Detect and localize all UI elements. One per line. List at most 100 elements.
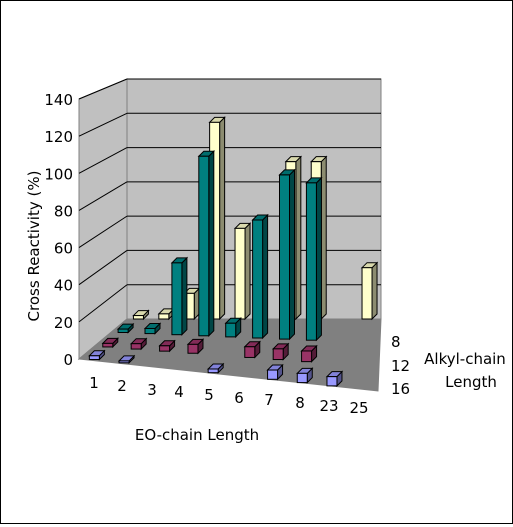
bar-front [88,355,100,360]
bar-side [219,116,226,321]
y-tick-label: 80 [54,202,73,220]
bar-front [225,322,237,338]
bar [129,337,148,351]
bar [132,309,150,321]
bars [88,116,379,388]
bar [266,363,284,381]
bar [197,150,216,338]
bar-side [208,150,215,338]
bar-front [361,267,373,320]
y-tick-label: 0 [63,351,73,369]
x-tick-label: 7 [264,391,274,409]
bar [296,367,314,384]
bar-front [144,327,156,335]
bar [271,342,290,361]
y-tick-label: 60 [54,240,73,258]
bar [208,116,226,321]
y-tick-label: 20 [54,314,73,332]
alkyl-tick-label: 8 [391,333,401,351]
gridline-side [78,250,128,286]
alkyl-tick-label: 16 [391,380,410,398]
bar [101,337,119,349]
x-tick-label: 1 [89,374,99,392]
gridline-side [78,215,128,248]
bar-side [262,213,269,340]
bar [206,362,225,374]
bar-front [117,328,129,333]
bar-front [187,343,199,354]
x-tick-label: 25 [349,399,368,417]
x-axis-label: EO-chain Length [135,426,259,444]
gridline-side [78,112,128,137]
bar-front [159,345,171,352]
bar [116,322,135,334]
y-tick-label: 120 [44,128,73,146]
bar-side [315,176,322,342]
x-tick-label: 5 [204,386,214,404]
bar-side [244,222,251,321]
bar-side [371,261,378,321]
x-tick-label: 3 [147,381,157,399]
bar-side [295,155,302,321]
bar-front [252,219,264,339]
x-tick-label: 2 [117,377,127,395]
alkyl-tick-label: 12 [391,357,410,375]
y-tick-label: 100 [44,165,73,183]
bar-front [234,227,246,320]
y-tick-label: 140 [44,91,73,109]
bar-front [326,376,338,387]
x-tick-label: 23 [319,397,338,415]
bar-front [118,360,130,364]
bar [325,370,344,388]
bar-front [296,372,308,384]
bar-front [102,342,114,348]
bar-side [320,155,327,321]
x-tick-labels: 1 2 3 4 5 6 7 8 23 25 [89,374,368,417]
alkyl-tick-labels: 8 12 16 [391,333,410,398]
x-tick-label: 8 [295,394,305,412]
bar-front [305,182,317,341]
y-tick-labels: 0 20 40 60 80 100 120 140 [44,91,73,369]
bar-front [207,368,219,374]
bar [158,339,176,353]
bar-front [267,369,279,380]
gridline-side [78,78,128,100]
gridline-side [78,147,128,174]
bar-front [301,350,313,363]
alkyl-axis-label-line1: Alkyl-chain [424,350,506,368]
y-tick-label: 40 [54,277,73,295]
gridlines [78,78,381,323]
bar [170,256,189,336]
bar [300,344,318,363]
side-wall [78,78,128,361]
bar-front [132,315,144,320]
gridline-side [78,284,128,323]
bar-side [181,256,188,336]
bar [305,176,323,342]
bar [251,213,269,340]
bar [224,317,242,339]
bar [278,168,296,341]
x-tick-label: 4 [174,383,184,401]
bar-front [130,343,142,350]
bar-front [244,346,256,358]
bar [233,222,252,321]
gridline-side [78,181,128,211]
bar-front [198,155,210,337]
bar [186,338,205,355]
bar-front [158,313,170,320]
bar [143,322,162,335]
bar-front [279,174,291,340]
bar-side [289,168,296,341]
bar [243,340,261,359]
x-tick-label: 6 [234,389,244,407]
alkyl-axis-label-line2: Length [445,373,497,391]
bar [88,349,106,361]
bar [117,354,136,364]
bar [360,261,379,321]
bar-front [272,348,284,361]
bar-front [171,262,183,336]
y-axis-label: Cross Reactivity (%) [25,171,43,322]
